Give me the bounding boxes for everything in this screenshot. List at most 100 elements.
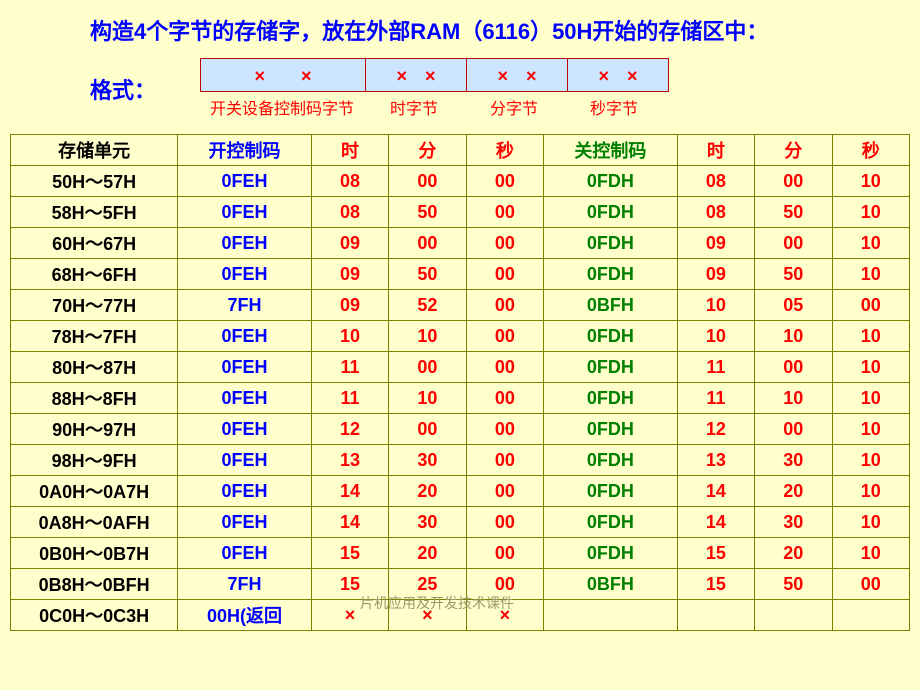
table-cell: 20 xyxy=(389,538,466,569)
table-cell: 10 xyxy=(389,321,466,352)
table-cell: 00H(返回 xyxy=(178,600,312,631)
table-cell: 10 xyxy=(389,383,466,414)
table-cell: 09 xyxy=(311,290,388,321)
data-table: 存储单元开控制码时分秒关控制码时分秒 50H～57H0FEH0800000FDH… xyxy=(10,134,910,631)
table-cell: 00 xyxy=(466,228,543,259)
table-cell: 0FEH xyxy=(178,352,312,383)
table-cell: 50 xyxy=(755,569,832,600)
table-row: 70H～77H7FH0952000BFH100500 xyxy=(11,290,910,321)
table-cell: 00 xyxy=(832,569,910,600)
table-cell: 14 xyxy=(311,507,388,538)
table-cell: 00 xyxy=(466,476,543,507)
table-row: 98H～9FH0FEH1330000FDH133010 xyxy=(11,445,910,476)
table-cell: 00 xyxy=(466,352,543,383)
table-cell: 09 xyxy=(311,259,388,290)
table-cell: 10 xyxy=(311,321,388,352)
table-cell: 0FEH xyxy=(178,507,312,538)
table-row: 88H～8FH0FEH1110000FDH111010 xyxy=(11,383,910,414)
table-cell: 0BFH xyxy=(544,290,678,321)
table-cell: 0FEH xyxy=(178,197,312,228)
table-header-cell: 存储单元 xyxy=(11,135,178,166)
table-cell: 30 xyxy=(389,445,466,476)
table-cell: 50 xyxy=(755,197,832,228)
table-cell: 14 xyxy=(311,476,388,507)
table-cell: 0BFH xyxy=(544,569,678,600)
table-cell: 7FH xyxy=(178,569,312,600)
table-cell: 10 xyxy=(832,352,910,383)
table-cell: 0FEH xyxy=(178,383,312,414)
table-row: 68H～6FH0FEH0950000FDH095010 xyxy=(11,259,910,290)
table-header-cell: 开控制码 xyxy=(178,135,312,166)
format-label: 格式： xyxy=(90,73,200,105)
table-header-cell: 关控制码 xyxy=(544,135,678,166)
table-cell: 0A0H～0A7H xyxy=(11,476,178,507)
table-cell: 13 xyxy=(311,445,388,476)
table-cell: 11 xyxy=(311,352,388,383)
table-cell: 0FDH xyxy=(544,383,678,414)
table-cell: 10 xyxy=(755,383,832,414)
table-cell: 00 xyxy=(466,507,543,538)
table-cell: 15 xyxy=(677,569,754,600)
table-cell: 10 xyxy=(832,321,910,352)
table-row: 60H～67H0FEH0900000FDH090010 xyxy=(11,228,910,259)
table-cell: 10 xyxy=(832,197,910,228)
table-cell: 0FDH xyxy=(544,321,678,352)
table-cell: 00 xyxy=(389,228,466,259)
table-cell: 00 xyxy=(389,352,466,383)
table-row: 0A0H～0A7H0FEH1420000FDH142010 xyxy=(11,476,910,507)
table-cell: 09 xyxy=(311,228,388,259)
table-cell: 80H～87H xyxy=(11,352,178,383)
table-cell: 10 xyxy=(832,538,910,569)
table-cell: 0FDH xyxy=(544,507,678,538)
format-cell: × × xyxy=(366,59,467,91)
table-cell: 0FEH xyxy=(178,538,312,569)
table-cell: 10 xyxy=(832,445,910,476)
table-cell: 10 xyxy=(832,414,910,445)
table-cell xyxy=(755,600,832,631)
table-cell: 00 xyxy=(755,414,832,445)
table-cell xyxy=(677,600,754,631)
table-body: 50H～57H0FEH0800000FDH08001058H～5FH0FEH08… xyxy=(11,166,910,631)
table-cell: 15 xyxy=(311,538,388,569)
sublabel: 秒字节 xyxy=(564,95,664,119)
sublabel: 时字节 xyxy=(364,95,464,119)
table-cell: 05 xyxy=(755,290,832,321)
table-cell: 60H～67H xyxy=(11,228,178,259)
table-cell: 50 xyxy=(389,259,466,290)
table-cell: 0FDH xyxy=(544,166,678,197)
table-cell: 09 xyxy=(677,228,754,259)
table-cell: 08 xyxy=(311,197,388,228)
table-header-cell: 分 xyxy=(389,135,466,166)
format-box-wrap: × × × × × × × × 开关设备控制码字节 时字节 分字节 秒字节 xyxy=(200,58,669,119)
table-cell: 7FH xyxy=(178,290,312,321)
sublabel: 分字节 xyxy=(464,95,564,119)
table-row: 78H～7FH0FEH1010000FDH101010 xyxy=(11,321,910,352)
table-cell: 08 xyxy=(677,166,754,197)
title-text: 构造4个字节的存储字，放在外部RAM（6116）50H开始的存储区中： xyxy=(90,15,900,48)
table-cell: 0FEH xyxy=(178,259,312,290)
table-cell: 50H～57H xyxy=(11,166,178,197)
table-cell: 00 xyxy=(466,538,543,569)
table-cell: 10 xyxy=(832,228,910,259)
table-head: 存储单元开控制码时分秒关控制码时分秒 xyxy=(11,135,910,166)
table-cell: 0FEH xyxy=(178,476,312,507)
format-box: × × × × × × × × xyxy=(200,58,669,92)
table-cell: 0FDH xyxy=(544,352,678,383)
table-row: 0B0H～0B7H0FEH1520000FDH152010 xyxy=(11,538,910,569)
table-cell: 00 xyxy=(755,228,832,259)
table-cell: 00 xyxy=(389,414,466,445)
table-cell: 14 xyxy=(677,476,754,507)
table-cell: 00 xyxy=(466,166,543,197)
table-cell: 10 xyxy=(677,290,754,321)
table-cell: 15 xyxy=(677,538,754,569)
table-cell: 78H～7FH xyxy=(11,321,178,352)
watermark-text: 片机应用及开发技术课件 xyxy=(360,593,514,613)
table-cell: 11 xyxy=(677,383,754,414)
table-cell: 00 xyxy=(466,290,543,321)
table-header-cell: 秒 xyxy=(466,135,543,166)
table-cell: 0FDH xyxy=(544,414,678,445)
table-cell: 00 xyxy=(466,414,543,445)
table-cell: 12 xyxy=(311,414,388,445)
table-cell: 00 xyxy=(466,445,543,476)
table-cell: 00 xyxy=(755,352,832,383)
